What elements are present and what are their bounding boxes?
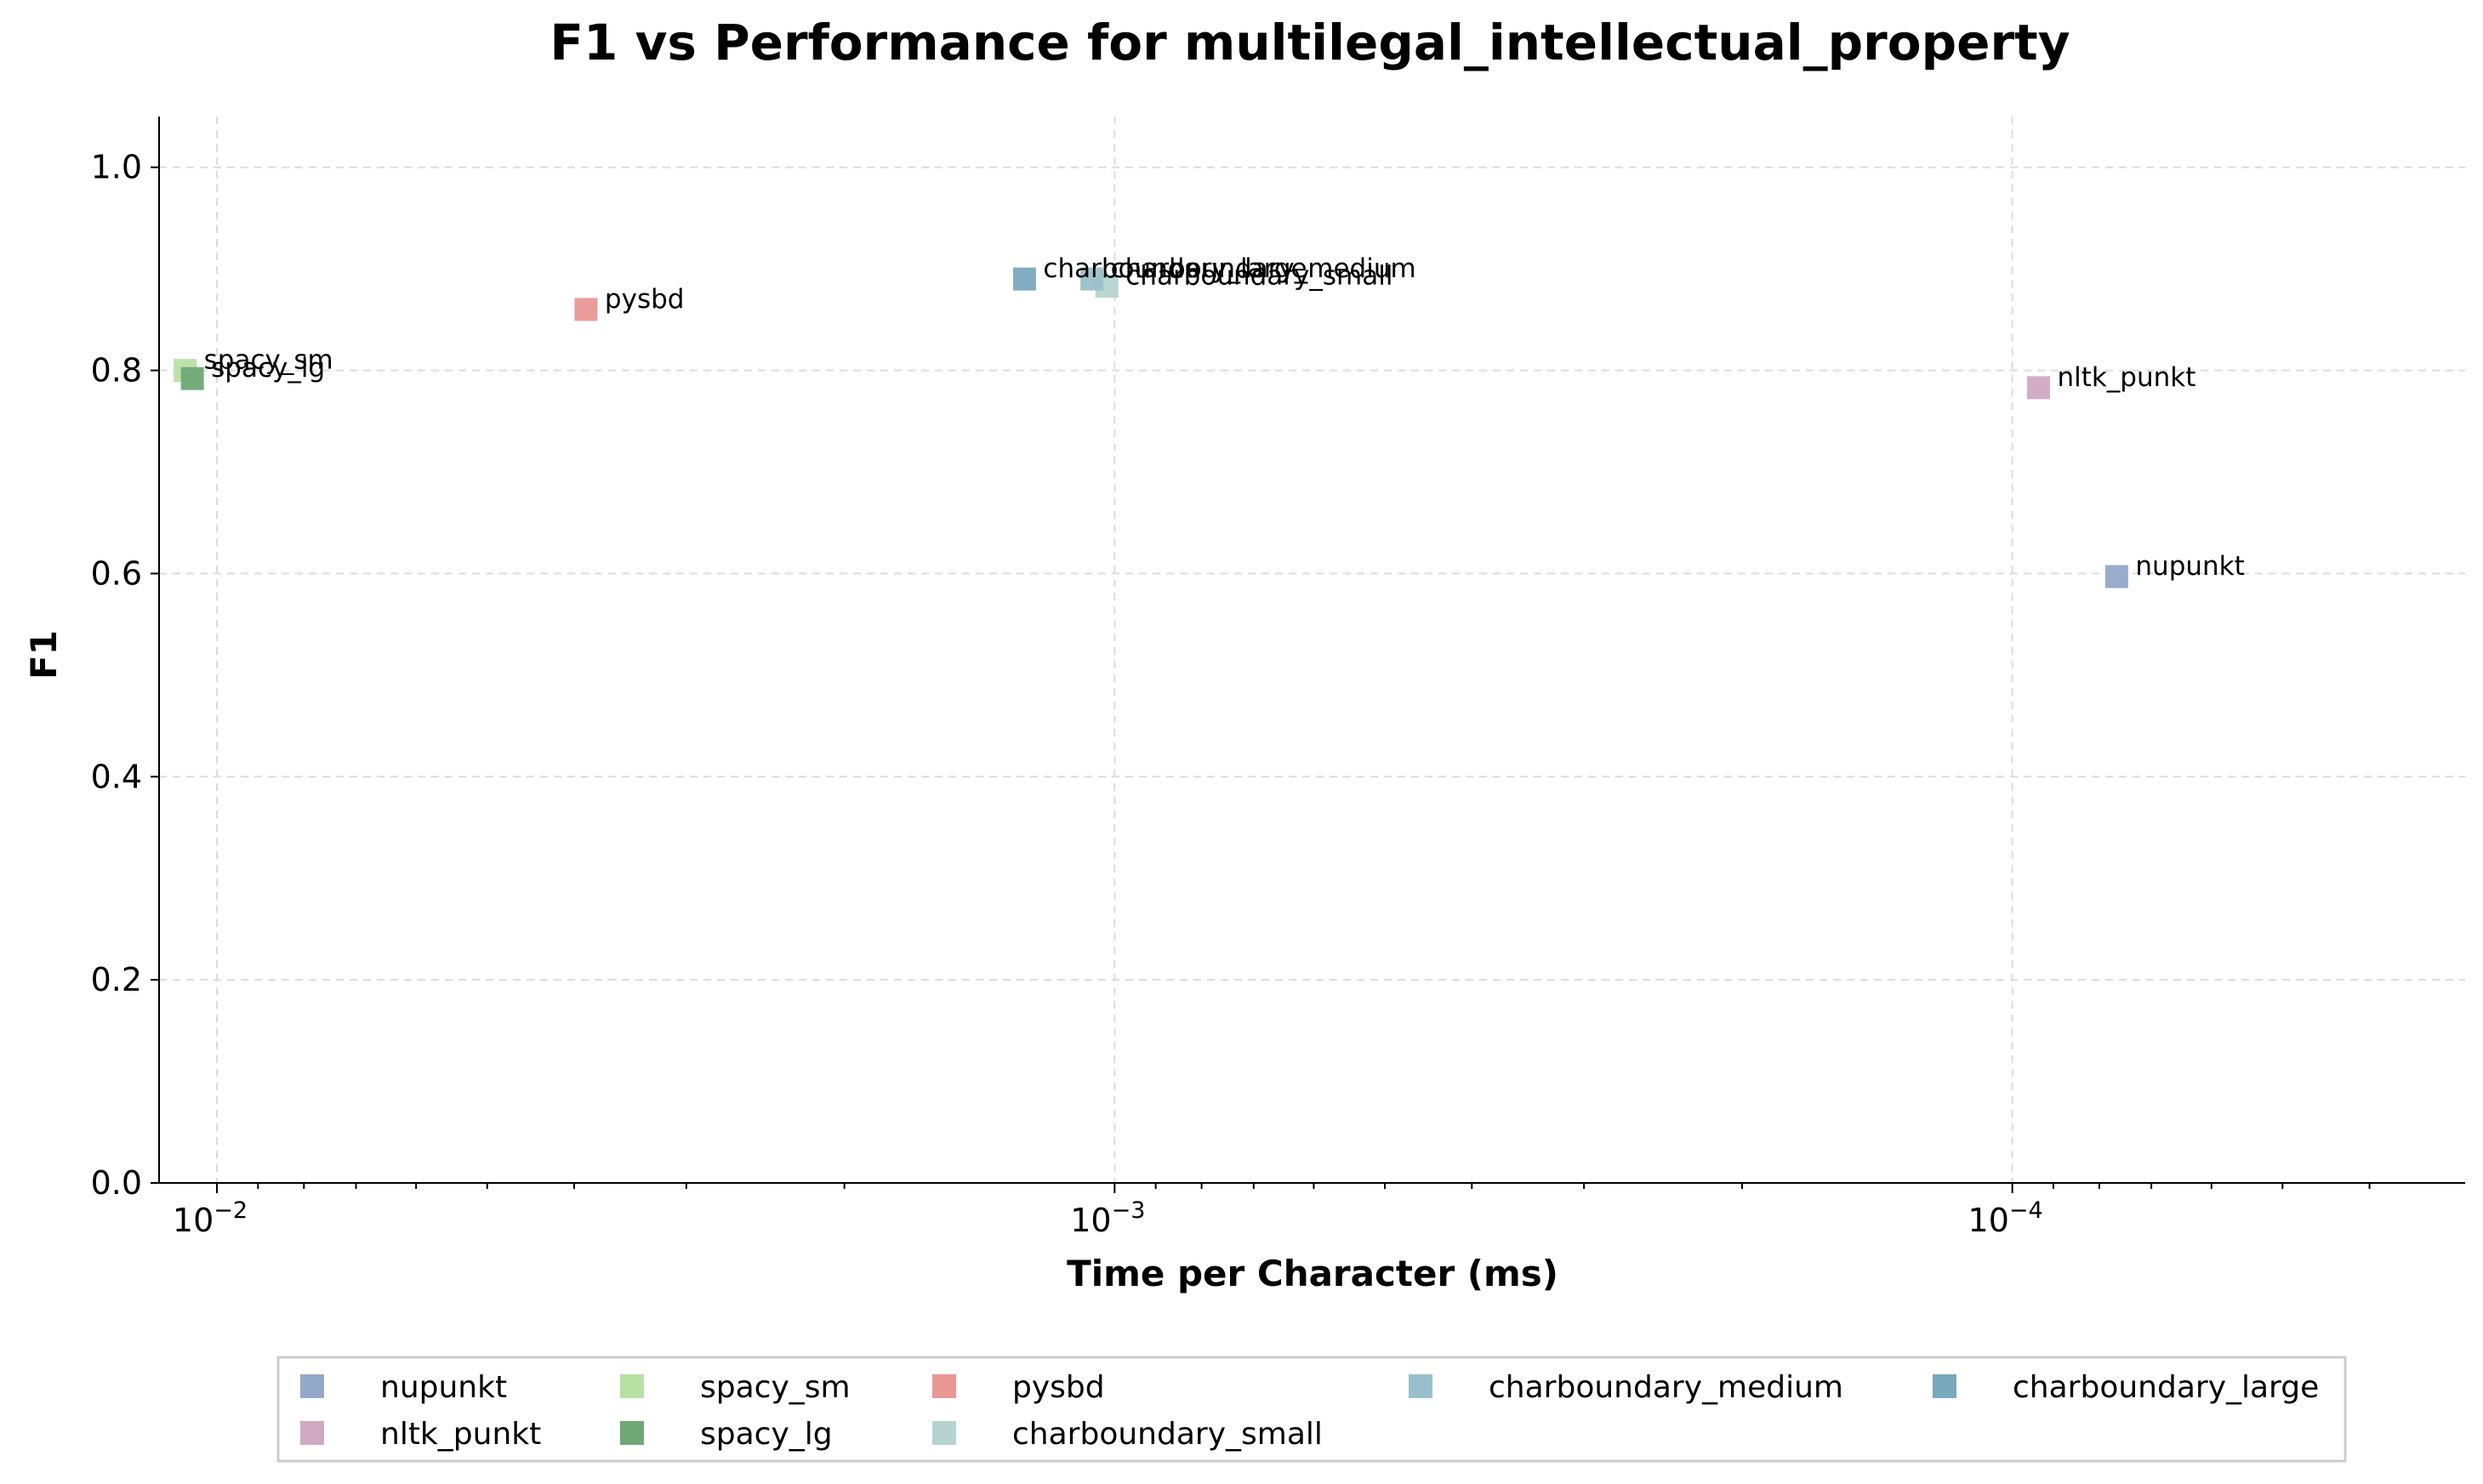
chart-title: F1 vs Performance for multilegal_intelle… [550,14,2070,71]
x-tick-label: 10−4 [1968,1197,2043,1239]
point-label-spacy-sm: spacy_sm [204,345,333,376]
y-tick-label: 0.0 [91,1164,142,1202]
legend-label-charboundary-large: charboundary_large [2013,1370,2319,1405]
data-points [174,267,2128,588]
y-tick-label: 0.2 [91,961,142,998]
data-point-pysbd [574,298,598,321]
x-axis-label: Time per Character (ms) [1067,1253,1558,1294]
y-tick-label: 0.4 [91,758,142,795]
legend-marker-charboundary-small [932,1421,956,1445]
data-point-charboundary-large [1012,267,1036,291]
point-label-charboundary-large: charboundary_large [1043,253,1307,284]
ticks: 0.0 0.2 0.4 0.6 0.8 1.0 10−2 10−3 10−4 [91,149,2371,1239]
legend-marker-charboundary-large [1933,1374,1956,1398]
point-label-charboundary-medium: charboundary_medium [1111,253,1416,284]
x-tick-label: 10−2 [173,1197,248,1239]
y-tick-label: 1.0 [91,149,142,186]
legend-label-charboundary-medium: charboundary_medium [1489,1370,1843,1405]
point-label-nltk-punkt: nltk_punkt [2057,362,2195,393]
legend-marker-spacy-sm [620,1374,644,1398]
legend-label-spacy-lg: spacy_lg [700,1417,833,1452]
legend-label-nupunkt: nupunkt [380,1370,507,1405]
point-label-spacy-lg: spacy_lg [211,353,325,384]
legend-marker-spacy-lg [620,1421,644,1445]
axes [158,117,2465,1184]
legend: nupunkt nltk_punkt spacy_sm spacy_lg pysbd ch… [276,1356,2347,1463]
y-tick-label: 0.6 [91,554,142,592]
legend-label-charboundary-small: charboundary_small [1012,1417,1323,1452]
legend-marker-charboundary-medium [1409,1374,1432,1398]
legend-label-nltk-punkt: nltk_punkt [380,1417,541,1452]
legend-marker-nupunkt [300,1374,324,1398]
data-point-nupunkt [2104,565,2128,588]
point-label-nupunkt: nupunkt [2135,551,2244,582]
legend-label-spacy-sm: spacy_sm [700,1370,851,1405]
legend-label-pysbd: pysbd [1012,1370,1105,1405]
legend-marker-pysbd [932,1374,956,1398]
y-axis-label: F1 [23,630,65,679]
legend-marker-nltk-punkt [300,1421,324,1445]
data-point-charboundary-medium [1080,267,1104,291]
point-label-pysbd: pysbd [605,284,685,315]
y-tick-label: 0.8 [91,352,142,389]
point-label-charboundary-small: charboundary_small [1125,260,1392,291]
data-point-nltk-punkt [2026,376,2050,400]
x-tick-label: 10−3 [1070,1197,1145,1239]
data-point-spacy-lg [180,367,204,390]
